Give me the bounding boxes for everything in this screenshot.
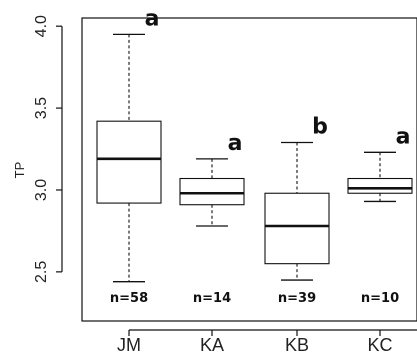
- x-tick-label: KB: [285, 335, 309, 353]
- y-tick-label: 2.5: [33, 261, 50, 283]
- box-group-kb: b n=39: [264, 114, 330, 306]
- y-axis: 2.5 3.0 3.5 4.0: [33, 15, 63, 283]
- sample-size-label: n=58: [110, 291, 148, 306]
- sample-size-label: n=10: [361, 291, 399, 306]
- significance-letter: a: [228, 131, 243, 156]
- sample-size-label: n=14: [193, 291, 231, 306]
- y-axis-label: TP: [12, 162, 27, 179]
- box-group-kc: a n=10: [347, 124, 413, 306]
- iqr-box: [96, 120, 162, 204]
- x-tick-label: KC: [367, 335, 392, 353]
- y-tick-label: 3.0: [33, 179, 50, 201]
- sample-size-label: n=39: [278, 291, 316, 306]
- boxes: a n=58 a n=14 b n=39 a n=10: [96, 6, 413, 306]
- x-tick-label: KA: [200, 335, 224, 353]
- box-group-ka: a n=14: [179, 131, 245, 306]
- iqr-box: [264, 192, 330, 265]
- plot-frame: [81, 17, 417, 322]
- iqr-box: [179, 177, 245, 206]
- significance-letter: a: [396, 124, 411, 149]
- x-tick-label: JM: [117, 335, 141, 353]
- x-axis: JM KA KB KC: [117, 329, 417, 353]
- significance-letter: b: [312, 114, 328, 139]
- box-group-jm: a n=58: [96, 6, 162, 306]
- y-tick-label: 4.0: [33, 15, 50, 37]
- significance-letter: a: [145, 6, 160, 31]
- iqr-box: [347, 177, 413, 194]
- y-tick-label: 3.5: [33, 97, 50, 119]
